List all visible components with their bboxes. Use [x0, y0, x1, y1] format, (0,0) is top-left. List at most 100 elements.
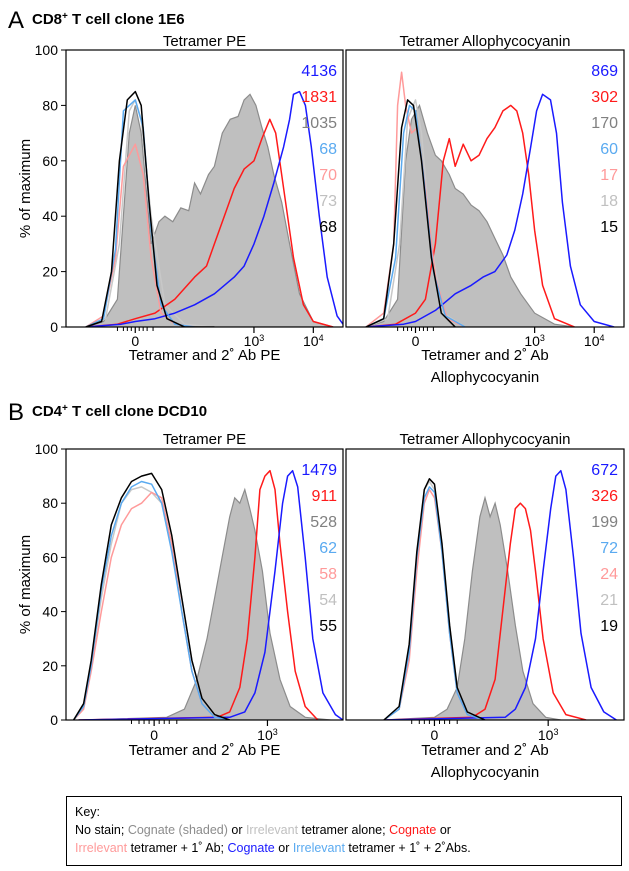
series-no_stain	[72, 472, 230, 720]
x-minor-ticks	[411, 720, 458, 724]
x-tick-exp: 3	[553, 727, 558, 737]
key-segment: or	[436, 823, 451, 837]
x-tick-base: 0	[131, 333, 139, 349]
x-axis-label: Tetramer and 2˚ Ab PE	[129, 347, 281, 364]
x-tick-base: 10	[524, 333, 540, 349]
x-tick-base: 10	[538, 727, 554, 743]
panel-title: CD4+ T cell clone DCD10	[32, 403, 207, 421]
series-cognate_1ab	[383, 502, 587, 720]
panel-title-sup: +	[62, 11, 68, 22]
histogram-panel: B CD4+ T cell clone DCD10 Tetramer PE 0 20 40…	[8, 399, 344, 759]
x-tick-base: 10	[303, 333, 319, 349]
mfi-value: 19	[600, 618, 618, 635]
key-segment: tetramer + 1˚ + 2˚Abs.	[344, 841, 471, 855]
plot-frame	[345, 49, 625, 328]
x-tick-base: 10	[257, 727, 273, 743]
panel-subtitle: Tetramer PE	[163, 33, 246, 50]
series-cognate_1ab	[365, 104, 575, 327]
x-tick-exp: 3	[540, 333, 545, 343]
x-tick-label: 103	[257, 727, 278, 743]
series-cognate_shaded	[383, 495, 561, 720]
key-box: Key: No stain; Cognate (shaded) or Irrel…	[66, 796, 622, 866]
key-segment: Cognate	[389, 823, 437, 837]
x-tick-label: 103	[538, 727, 559, 743]
y-tick-label: 60	[42, 549, 58, 565]
x-tick-label: 0	[131, 333, 139, 349]
x-tick-label: 0	[412, 333, 420, 349]
mfi-value: 199	[591, 514, 618, 531]
key-segment: or	[227, 823, 246, 837]
panel-title: CD8+ T cell clone 1E6	[32, 11, 185, 29]
curves	[72, 469, 343, 720]
panel-title-main: CD4	[32, 403, 63, 420]
series-cognate_shaded	[85, 93, 334, 327]
mfi-value: 21	[600, 592, 618, 609]
x-tick-base: 10	[584, 333, 600, 349]
mfi-value: 15	[600, 219, 618, 236]
mfi-value: 326	[591, 488, 618, 505]
mfi-value: 1035	[301, 115, 337, 132]
series-cognate_1ab	[85, 118, 334, 327]
key-line-1: No stain; Cognate (shaded) or Irrelevant…	[75, 821, 613, 839]
mfi-value: 302	[591, 89, 618, 106]
x-axis-label: Allophycocyanin	[431, 369, 539, 386]
key-segment: Cognate	[227, 841, 275, 855]
key-segment: tetramer + 1˚ Ab;	[127, 841, 228, 855]
plot-frame	[65, 49, 344, 328]
key-segment: tetramer alone;	[298, 823, 390, 837]
x-tick-label: 104	[584, 333, 605, 349]
series-cognate_1ab	[78, 469, 319, 720]
mfi-value: 17	[600, 167, 618, 184]
key-segment: No stain;	[75, 823, 128, 837]
mfi-value: 60	[600, 141, 618, 158]
panel-title-rest: T cell clone DCD10	[68, 403, 207, 420]
curves	[365, 71, 615, 327]
series-no_stain	[365, 99, 456, 327]
y-tick-label: 20	[42, 658, 58, 674]
series-cognate_2ab	[78, 469, 343, 720]
panel-subtitle: Tetramer Allophycocyanin	[400, 431, 571, 448]
plot-frame	[345, 448, 625, 721]
x-axis-label: Tetramer and 2˚ Ab	[421, 347, 549, 364]
y-tick-label: 0	[50, 319, 58, 335]
series-no_stain	[85, 90, 215, 327]
x-tick-base: 0	[412, 333, 420, 349]
mfi-value: 73	[319, 193, 337, 210]
panel-letter: B	[8, 399, 24, 426]
mfi-value: 911	[311, 488, 337, 505]
x-tick-label: 103	[524, 333, 545, 349]
y-tick-label: 60	[42, 153, 58, 169]
y-tick-label: 40	[42, 208, 58, 224]
panel-title-rest: T cell clone 1E6	[68, 11, 185, 28]
series-irrelevant_2ab	[365, 104, 466, 327]
key-segment: Irrelevant	[75, 841, 128, 855]
y-tick-label: 80	[42, 97, 58, 113]
y-tick-label: 40	[42, 604, 58, 620]
x-tick-exp: 3	[259, 333, 264, 343]
mfi-value: 18	[600, 193, 618, 210]
key-segment: Irrelevant	[292, 841, 345, 855]
mfi-value: 58	[319, 566, 337, 583]
y-tick-label: 100	[35, 42, 59, 58]
y-tick-label: 80	[42, 495, 58, 511]
series-cognate_shaded	[365, 103, 575, 327]
x-minor-ticks	[397, 327, 434, 331]
key-segment: Cognate (shaded)	[127, 823, 228, 837]
mfi-value: 4136	[301, 63, 337, 80]
series-no_stain	[383, 478, 486, 720]
y-tick-label: 0	[50, 712, 58, 728]
key-segment: Irrelevant	[245, 823, 299, 837]
x-tick-base: 10	[244, 333, 260, 349]
mfi-value: 1831	[301, 89, 337, 106]
series-cognate_2ab	[85, 90, 343, 327]
key-title: Key:	[75, 805, 101, 819]
key-line-2: Irrelevant tetramer + 1˚ Ab; Cognate or …	[75, 839, 613, 857]
x-tick-base: 0	[150, 727, 158, 743]
mfi-value: 62	[319, 540, 337, 557]
curves	[85, 90, 343, 327]
y-tick-label: 20	[42, 264, 58, 280]
x-tick-base: 0	[431, 727, 439, 743]
